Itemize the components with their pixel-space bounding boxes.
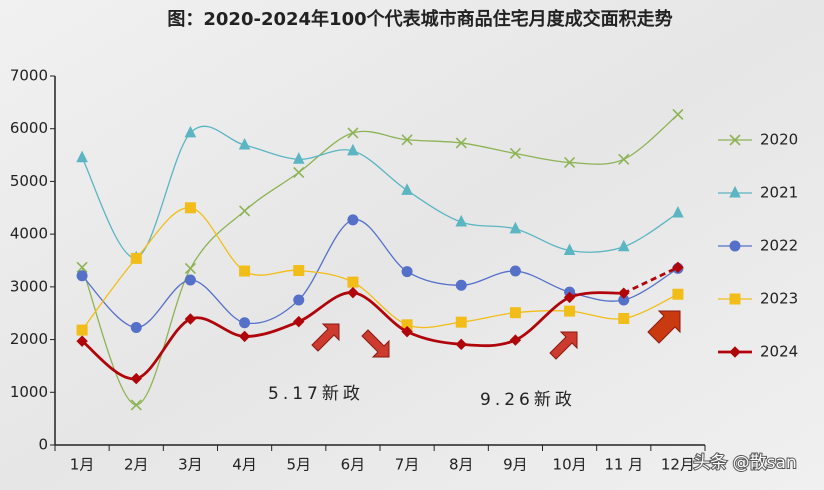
data-point [618, 312, 630, 324]
data-point [672, 288, 684, 300]
data-point [401, 325, 413, 338]
series-line-dashed [623, 266, 679, 295]
data-point [455, 316, 467, 328]
arrow [361, 329, 390, 358]
data-point [509, 265, 521, 277]
x-tick-label: 5月 [286, 456, 311, 474]
data-point [564, 305, 576, 317]
y-tick-label: 7000 [10, 67, 48, 85]
y-tick-label: 5000 [10, 172, 48, 190]
data-point [293, 315, 305, 328]
arrow [311, 323, 340, 352]
data-point [239, 265, 251, 277]
y-tick-label: 0 [38, 436, 48, 454]
data-point [563, 243, 576, 255]
data-point [563, 291, 576, 304]
x-tick-label: 8月 [449, 456, 474, 474]
data-point [293, 294, 305, 306]
arrow [549, 331, 578, 360]
legend-label: 2022 [760, 237, 798, 255]
x-tick-label: 6月 [341, 456, 366, 474]
legend-label: 2023 [760, 290, 798, 308]
data-point [455, 338, 467, 351]
data-point [76, 335, 88, 347]
x-tick-label: 4月 [232, 456, 257, 474]
data-point [293, 265, 305, 277]
data-point [347, 143, 359, 156]
data-point [130, 321, 142, 333]
data-point [455, 279, 467, 291]
data-point [347, 127, 359, 139]
arrow [647, 310, 681, 344]
data-point [238, 330, 251, 343]
x-tick-label: 10月 [553, 456, 587, 474]
data-point [130, 372, 142, 385]
data-point [618, 287, 630, 299]
data-point [347, 214, 359, 226]
data-point [292, 152, 305, 164]
data-point [509, 147, 521, 160]
y-tick-label: 4000 [10, 225, 48, 243]
data-point [76, 261, 88, 273]
data-point [401, 266, 413, 278]
data-point [617, 239, 630, 252]
legend-label: 2024 [760, 343, 798, 361]
data-point [509, 334, 522, 346]
data-point [76, 270, 88, 282]
x-tick-label: 12月 [661, 456, 695, 474]
data-point [347, 276, 359, 288]
x-tick-label: 1月 [70, 456, 95, 474]
annotation: 9.26新政 [480, 390, 576, 410]
x-tick-label: 9月 [503, 456, 528, 474]
arrows [311, 310, 681, 360]
data-point [184, 262, 196, 274]
data-point [130, 252, 142, 264]
chart-title: 图：2020-2024年100个代表城市商品住宅月度成交面积走势 [167, 8, 672, 30]
data-point [618, 153, 630, 165]
data-point [239, 317, 251, 329]
data-point [564, 156, 576, 169]
data-point [401, 183, 413, 195]
legend-label: 2020 [760, 131, 798, 149]
y-tick-label: 2000 [10, 330, 48, 348]
data-point [672, 261, 684, 274]
data-point [672, 205, 684, 218]
data-point [672, 108, 684, 121]
watermark: 头条 @散san [693, 453, 796, 473]
y-tick-label: 3000 [10, 277, 48, 295]
data-point [293, 166, 305, 179]
data-point [184, 274, 196, 286]
annotation: 5.17新政 [268, 384, 364, 404]
legend-marker [729, 240, 741, 252]
legend-marker [729, 185, 741, 198]
data-point [184, 313, 197, 325]
data-point [455, 214, 468, 227]
legend-marker [729, 346, 741, 358]
data-point [184, 202, 196, 214]
data-point [509, 307, 521, 319]
legend-label: 2021 [760, 184, 798, 202]
data-point [239, 205, 251, 217]
x-tick-label: 3月 [178, 456, 203, 474]
data-point [76, 324, 88, 336]
y-tick-label: 6000 [10, 119, 48, 137]
data-point [130, 399, 142, 411]
x-tick-label: 11 月 [604, 456, 643, 474]
legend-marker [729, 293, 741, 305]
data-point [76, 150, 88, 163]
data-point [347, 286, 359, 299]
y-tick-label: 1000 [10, 383, 48, 401]
legend-marker [729, 134, 741, 146]
data-point [455, 137, 467, 149]
data-point [401, 134, 413, 146]
x-tick-label: 7月 [395, 456, 420, 474]
data-point [238, 137, 251, 150]
x-tick-label: 2月 [124, 456, 149, 474]
data-point [509, 221, 522, 234]
data-point [184, 125, 197, 138]
